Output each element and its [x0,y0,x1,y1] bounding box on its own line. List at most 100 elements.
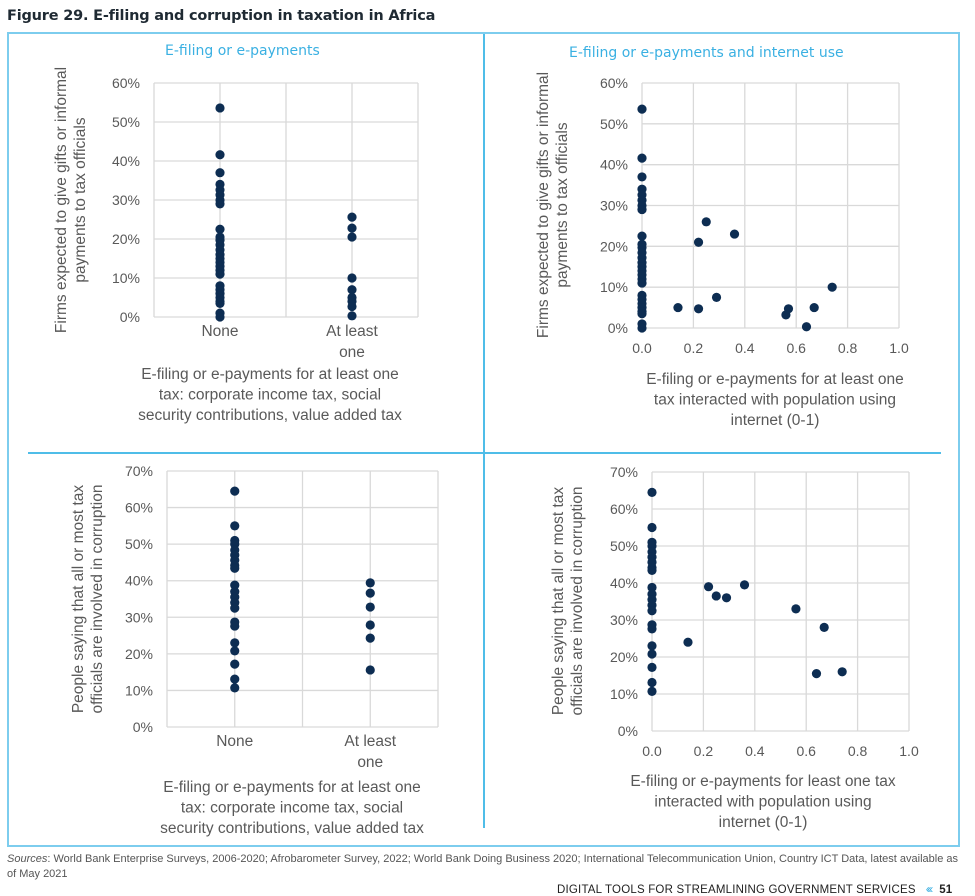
x-axis-label: tax: corporate income tax, social [181,800,403,817]
data-point [647,686,657,697]
running-title: DIGITAL TOOLS FOR STREAMLINING GOVERNMEN… [557,884,916,896]
data-point [811,669,822,679]
data-point [729,229,740,239]
y-tick-label: 60% [610,501,638,517]
data-point [637,309,647,319]
y-tick-label: 50% [112,114,140,130]
y-tick-label: 30% [112,192,140,208]
x-axis-label: E-filing or e-payments for least one tax [630,773,896,790]
y-tick-label: 40% [610,575,638,591]
data-point [365,602,375,612]
data-point [647,677,657,688]
data-point [647,582,657,593]
data-point [215,224,225,234]
x-axis-label: interacted with population using [654,794,871,811]
data-point [647,522,657,533]
x-axis-label: security contributions, value added tax [138,407,402,424]
data-point [647,606,657,616]
x-tick-label: 0.0 [632,340,652,356]
y-axis-label: People saying that all or most tax [70,485,87,714]
y-tick-label: 70% [610,464,638,480]
data-point [647,649,657,659]
data-point [365,578,375,588]
x-tick-label: 0.6 [796,743,816,759]
x-axis-label: E-filing or e-payments for at least one [163,779,421,796]
x-category-label: At least [326,323,378,340]
data-point [809,302,819,313]
x-tick-label: 0.0 [642,743,662,759]
chart-p2: 0% 10% 20% 30% 40% 50% 60% 0.0 0.2 0.4 0.6 0.8 1.0 Fi… [535,72,909,429]
data-point [215,269,225,279]
data-point [637,153,647,163]
y-tick-label: 20% [600,238,628,254]
data-point [701,217,711,227]
data-point [647,487,657,497]
data-point [215,168,225,178]
data-point [347,273,357,283]
panel-title-efiling-internet: E-filing or e-payments and internet use [569,45,844,61]
data-point [230,580,240,590]
data-point [637,204,647,215]
panel-title-efiling: E-filing or e-payments [165,43,320,59]
data-point [783,304,794,314]
data-point [365,588,375,598]
y-tick-label: 60% [600,75,628,91]
chart-p4: 0% 10% 20% 30% 40% 50% 60% 70% 0.0 0.2 0.4 0.6 0.8 1.… [550,464,919,831]
data-point [827,282,837,292]
chart-p1: 0% 10% 20% 30% 40% 50% 60% None At least one Firms… [53,67,419,424]
data-point [230,659,240,669]
data-point [819,622,829,633]
data-point [230,638,240,648]
data-point [347,301,357,312]
data-point [711,292,722,302]
y-axis-label: officials are involved in corruption [89,485,106,714]
data-point [347,223,357,233]
data-point [230,646,240,656]
x-axis-label: E-filing or e-payments for at least one [141,366,399,383]
y-tick-label: 20% [112,231,140,247]
data-point [347,212,357,222]
data-point [791,604,801,614]
data-point [365,620,375,630]
data-point [683,637,693,647]
data-point [365,665,375,675]
data-point [637,231,647,241]
data-point [637,172,647,182]
data-point [230,621,240,631]
y-tick-label: 60% [125,500,153,516]
y-tick-label: 10% [125,682,153,698]
x-tick-label: 0.4 [735,340,755,356]
page-number: 51 [939,884,953,896]
x-category-label: None [201,323,238,340]
data-point [347,285,357,295]
y-axis-label: payments to tax officials [72,117,89,282]
y-axis-label: payments to tax officials [554,122,571,287]
data-point [215,150,225,160]
data-point [230,674,240,684]
data-point [215,298,225,308]
page-footer: DIGITAL TOOLS FOR STREAMLINING GOVERNMEN… [557,884,952,896]
data-point [637,323,647,333]
x-category-label: At least [344,733,396,750]
y-tick-label: 10% [600,279,628,295]
data-point [647,624,657,634]
figure-title: Figure 29. E-filing and corruption in ta… [7,8,436,24]
figure-frame [7,32,960,847]
data-point [837,667,847,677]
data-point [230,603,240,613]
data-point [215,103,225,113]
sources-text: : World Bank Enterprise Surveys, 2006-20… [7,853,958,880]
y-tick-label: 20% [125,646,153,662]
y-tick-label: 40% [112,153,140,169]
x-category-label: one [357,754,383,771]
data-point [230,521,240,531]
data-point [673,302,683,313]
y-tick-label: 30% [610,612,638,628]
x-axis-label: tax: corporate income tax, social [159,387,381,404]
data-point [230,683,240,693]
y-tick-label: 50% [600,116,628,132]
sources-note: Sources: World Bank Enterprise Surveys, … [7,852,967,882]
y-tick-label: 0% [133,719,153,735]
y-tick-label: 10% [610,686,638,702]
